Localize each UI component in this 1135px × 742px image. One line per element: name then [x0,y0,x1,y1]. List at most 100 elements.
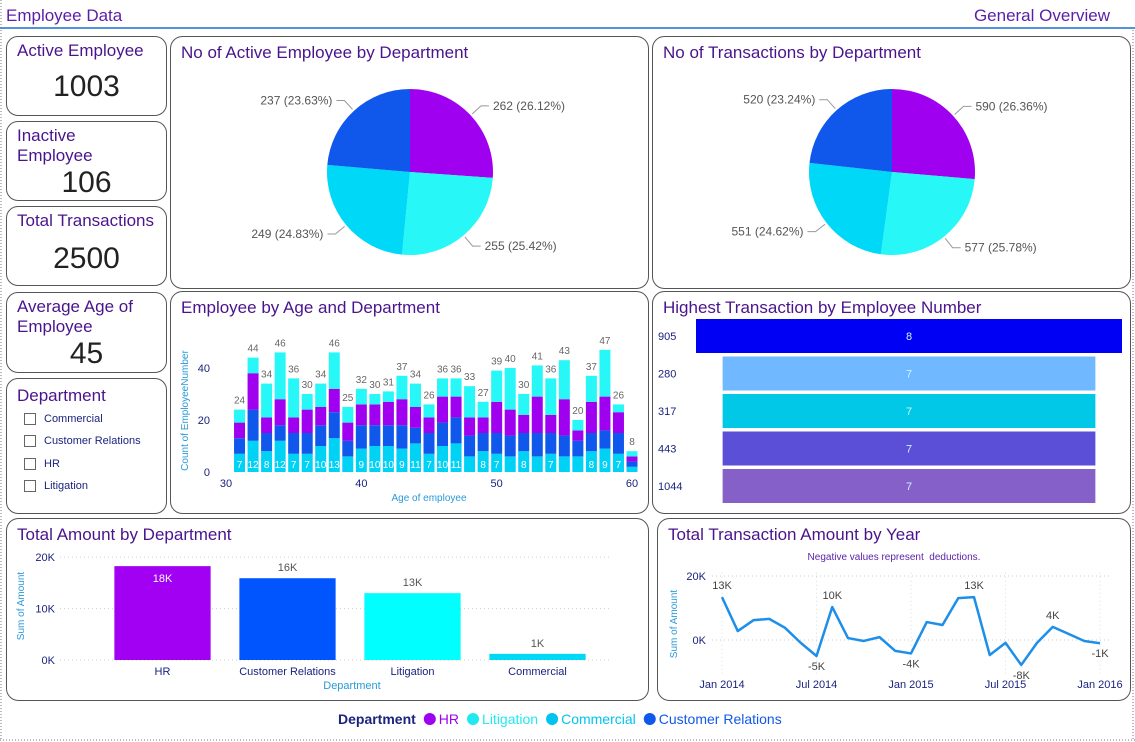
total-label: 26 [613,390,625,401]
bar-segment [558,360,570,400]
total-label: 37 [586,362,598,373]
segment-label: 12 [275,460,287,471]
bar-segment [477,417,489,433]
x-tick-label: Jan 2016 [1077,679,1122,691]
bar-segment [423,417,435,433]
bar-segment [288,433,300,454]
checkbox[interactable] [24,480,36,492]
kpi-card: Average Age of Employee 45 [6,292,167,373]
funnel-bar [722,394,1096,428]
funnel-category: 905 [658,331,676,343]
total-label: 25 [342,393,354,404]
bar-segment [261,433,273,452]
leader-line [807,223,826,233]
x-tick-label: 60 [626,478,638,490]
leader-line [944,238,961,249]
bar-segment [558,435,570,457]
segment-label: 11 [410,460,421,471]
bar-segment [612,453,624,472]
y-tick-label: 20 [198,415,210,427]
slicer-option[interactable]: Commercial [24,413,103,425]
bar-segment [612,404,624,413]
leader-line [471,105,489,115]
bar-segment [423,404,435,418]
slice-label: 520 (23.24%) [743,93,815,107]
bar-segment [437,446,449,472]
legend-label: HR [439,711,459,727]
total-label: 44 [248,344,260,355]
point-label: 13K [712,580,732,592]
bar-segment [315,446,327,472]
option-label: Commercial [44,413,103,425]
y-tick-label: 0K [42,655,56,667]
segment-label: 7 [616,460,622,471]
total-label: 36 [437,364,449,375]
bar-segment [531,456,543,472]
slicer-option[interactable]: Litigation [24,480,88,492]
bar-segment [585,433,597,452]
bar-segment [518,414,530,433]
bar-segment [328,438,340,472]
checkbox[interactable] [24,435,36,447]
checkbox[interactable] [24,458,36,470]
legend-marker [467,713,480,725]
pie-slice [892,89,976,180]
total-label: 34 [315,370,327,381]
bar-segment [315,425,327,446]
bar-segment [342,407,354,423]
segment-label: 9 [602,460,608,471]
bar-segment [572,430,584,441]
segment-label: 10 [315,460,327,471]
bar-segment [382,401,394,426]
bar-segment [437,422,449,446]
bar-segment [626,461,638,467]
funnel-value: 7 [906,444,912,456]
segment-label: 11 [451,460,462,471]
legend-label: Customer Relations [659,711,782,727]
bar-segment [369,404,381,426]
point-label: -8K [1013,670,1031,682]
bar-segment [342,456,354,472]
bar-segment [531,433,543,457]
kpi-label: Active Employee [17,41,144,60]
bar-segment [491,370,503,402]
slicer-option[interactable]: Customer Relations [24,435,141,447]
total-label: 33 [464,372,476,383]
total-label: 40 [505,354,517,365]
bar-segment [315,383,327,407]
bar-label: 1K [531,638,545,650]
bar-segment [464,456,476,472]
option-label: Customer Relations [44,435,141,447]
bar-segment [585,401,597,433]
total-label: 36 [451,364,463,375]
bar-segment [247,373,259,410]
funnel-category: 280 [658,369,676,381]
line [720,595,1101,667]
x-tick-label: 30 [220,478,232,490]
slice-label: 577 (25.78%) [965,241,1037,255]
bar-segment [409,407,421,428]
bar-segment [355,388,367,405]
y-tick-label: 20K [686,571,706,583]
bar-segment [504,368,516,410]
segment-label: 10 [437,460,449,471]
total-label: 47 [599,336,611,347]
bar-segment [491,433,503,454]
bar-segment [247,409,259,441]
total-label: 43 [559,346,571,357]
page-subtitle: General Overview [974,6,1111,25]
chart-title: No of Active Employee by Department [181,43,469,62]
legend-marker [546,713,559,725]
bar-segment [612,412,624,433]
x-tick-label: Jan 2014 [699,679,744,691]
bar-segment [369,446,381,472]
leader-line [336,100,353,110]
leader-line [819,99,836,109]
bar-segment [396,375,408,400]
checkbox[interactable] [24,413,36,425]
slicer-option[interactable]: HR [24,458,60,470]
chart-title: Employee by Age and Department [181,298,440,317]
bar-segment [261,383,273,418]
